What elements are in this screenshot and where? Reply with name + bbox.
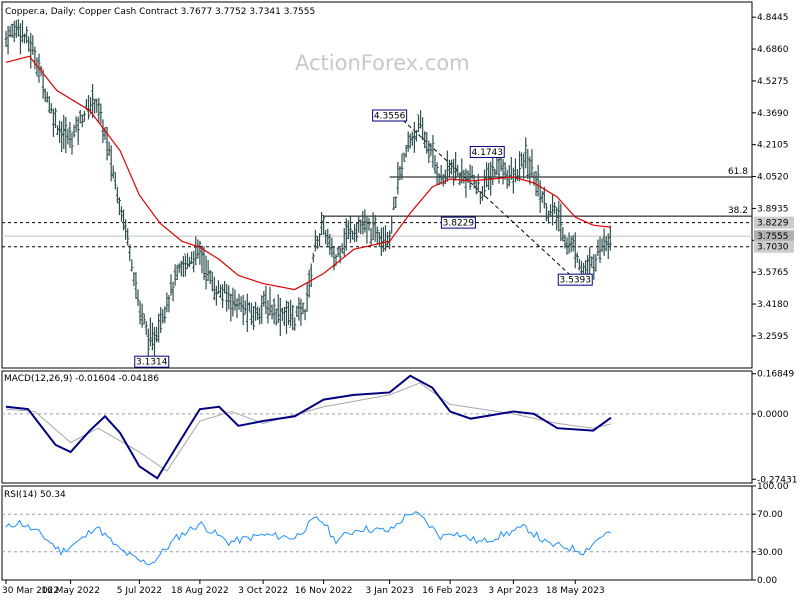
price-tick-label: 4.8445 [757,13,789,23]
axis-tag-label: 3.7030 [757,243,789,253]
price-callout-box [372,109,408,122]
time-tick-label: 3 Jan 2023 [366,586,414,596]
price-callout-box [469,145,505,158]
time-tick-label: 16 Nov 2022 [295,586,353,596]
time-tick-label: 16 Feb 2023 [422,586,478,596]
price-callout-box [557,273,593,286]
macd-pane: 0.16849 0.0000 -0.27431 [2,370,797,485]
price-callout-label: 3.5393 [560,276,592,286]
price-tick-label: 3.4180 [757,300,789,310]
price-callout-label: 3.8229 [443,219,475,229]
fib-level-label: 38.2 [728,206,748,216]
price-tick-label: 4.5275 [757,77,789,87]
macd-tick-label: 0.0000 [757,410,789,420]
moving-average-line [5,55,612,291]
axis-tag-label: 3.8229 [757,219,789,229]
price-tick-label: 4.3690 [757,109,789,119]
price-callout-label: 4.1743 [472,148,504,158]
rsi-line [5,511,612,566]
time-tick-label: 16 May 2022 [41,586,100,596]
rsi-tick-label: 70.00 [757,510,783,520]
macd-tick-label: -0.27431 [757,475,797,485]
rsi-title: RSI(14) 50.34 [4,490,66,500]
axis-tag-box [754,240,794,253]
price-callout-box [134,355,170,368]
price-pane: 4.8445 4.6860 4.5275 4.3690 4.2105 4.0520 3.89… [2,13,794,368]
chart-background [1,1,753,581]
time-tick-label: 30 Mar 2022 [2,586,59,596]
price-tick-label: 4.6860 [757,45,789,55]
time-tick-label: 5 Jul 2022 [117,586,162,596]
watermark: ActionForex.com [295,51,470,75]
time-tick-label: 18 May 2023 [546,586,605,596]
time-tick-label: 18 Aug 2022 [171,586,229,596]
price-tick-label: 3.2595 [757,332,789,342]
macd-main-line [5,374,612,480]
axis-tag-label: 3.7555 [757,232,789,242]
time-tick-label: 3 Oct 2022 [238,586,288,596]
axis-tag-box [754,216,794,229]
fib-level-label: 61.8 [728,167,748,177]
rsi-tick-label: 100.00 [757,482,789,492]
rsi-pane: 100.00 70.00 30.00 0.00 [2,482,789,586]
axis-tag-box [754,230,794,243]
price-callout-label: 3.1314 [136,358,168,368]
price-tick-label: 3.5765 [757,268,789,278]
rsi-tick-label: 30.00 [757,548,783,558]
price-tick-label: 4.2105 [757,141,789,151]
rsi-frame [1,485,753,581]
price-callout-label: 4.3556 [374,112,406,122]
macd-title: MACD(12,26,9) -0.01604 -0.04186 [4,374,159,384]
macd-tick-label: 0.16849 [757,370,794,380]
main-frame [1,1,753,369]
price-tick-label: 4.0520 [757,173,789,183]
time-tick-label: 3 Apr 2023 [488,586,538,596]
trend-line [397,115,576,281]
macd-frame [1,370,753,484]
rsi-tick-label: 0.00 [757,576,777,586]
chart-header: Copper.a, Daily: Copper Cash Contract 3.… [5,7,315,17]
price-callout-box [440,216,476,229]
price-tick-label: 3.8935 [757,204,789,214]
